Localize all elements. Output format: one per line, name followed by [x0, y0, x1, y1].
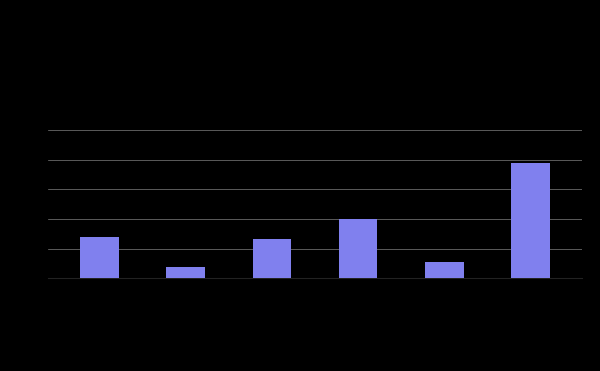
Bar: [425, 262, 464, 278]
Bar: [253, 239, 292, 278]
Bar: [166, 267, 205, 278]
Bar: [511, 163, 550, 278]
Bar: [80, 237, 119, 278]
Bar: [338, 219, 377, 278]
